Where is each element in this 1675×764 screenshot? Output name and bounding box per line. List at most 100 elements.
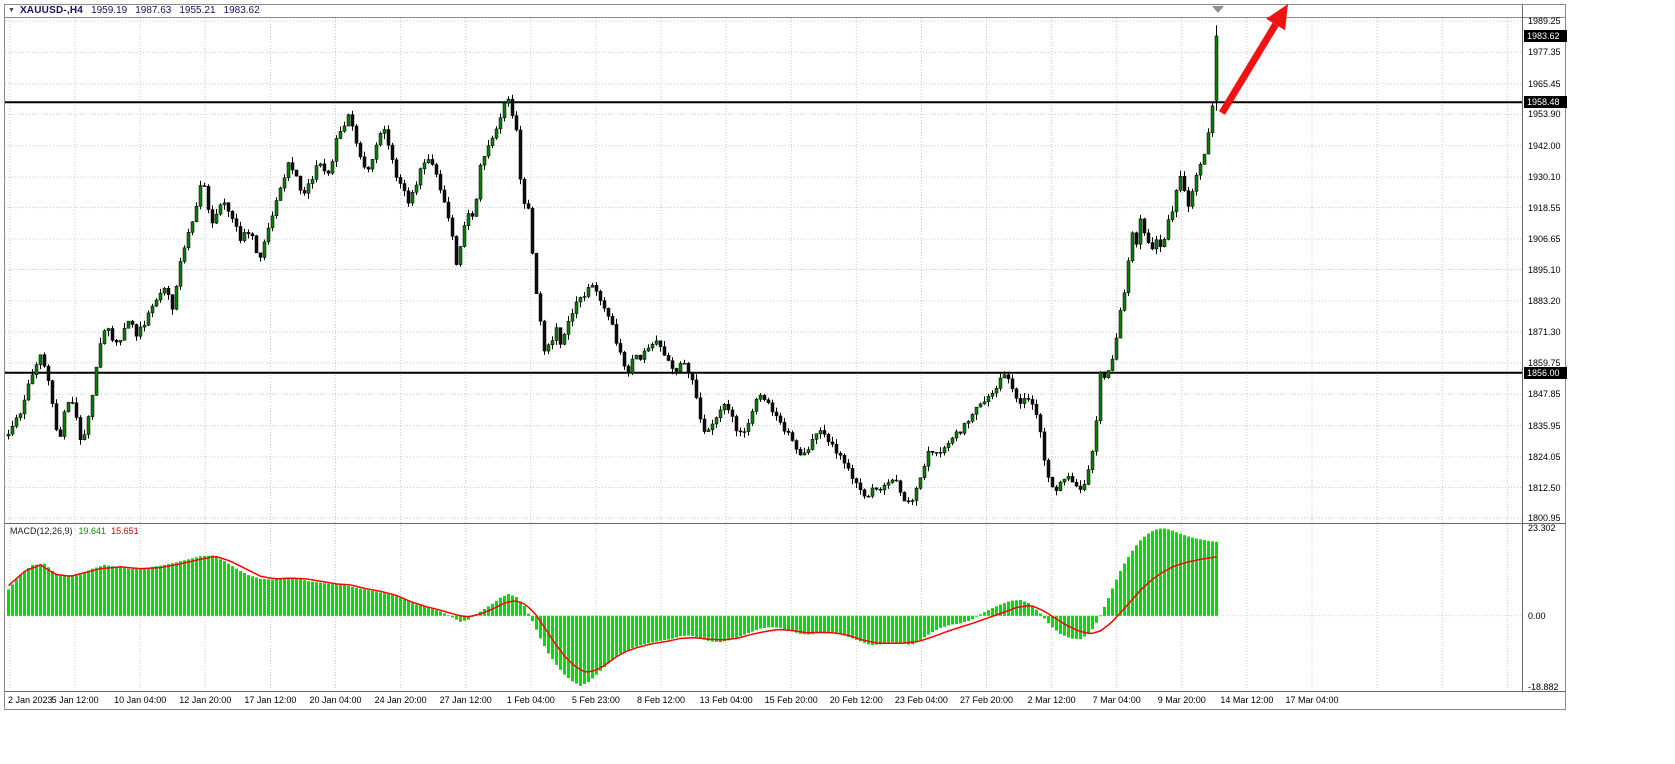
- macd-histogram-bar: [407, 601, 410, 616]
- candle-body: [306, 183, 311, 194]
- candle-body: [554, 327, 559, 341]
- macd-histogram-bar: [1079, 615, 1082, 640]
- macd-histogram-bar: [571, 615, 574, 682]
- macd-histogram-bar: [243, 573, 246, 616]
- candle-body: [974, 406, 979, 415]
- macd-histogram-bar: [791, 615, 794, 632]
- macd-histogram-bar: [875, 615, 878, 645]
- macd-histogram-bar: [67, 576, 70, 616]
- time-axis-label: 14 Mar 12:00: [1220, 695, 1274, 705]
- price-tag: 1983.62: [1524, 30, 1567, 42]
- candle-body: [1050, 476, 1055, 488]
- macd-histogram-bar: [707, 615, 710, 641]
- macd-histogram-bar: [915, 615, 918, 642]
- candle-body: [838, 453, 843, 456]
- macd-histogram-bar: [899, 615, 902, 643]
- candle-body: [1090, 451, 1095, 470]
- macd-histogram-bar: [83, 572, 86, 616]
- candle-body: [910, 500, 915, 502]
- macd-histogram-bar: [719, 615, 722, 643]
- candle-body: [590, 285, 595, 288]
- price-axis[interactable]: 1989.25 1983.62 1977.35 1965.45 1958.48 1953.…: [1522, 0, 1574, 712]
- candle-body: [470, 213, 475, 217]
- macd-histogram-bar: [339, 584, 342, 616]
- candle-body: [1142, 218, 1147, 234]
- candle-body: [474, 198, 479, 217]
- candle-body: [90, 395, 95, 417]
- macd-histogram-bar: [823, 615, 826, 633]
- candle-body: [214, 213, 219, 224]
- macd-histogram-bar: [247, 575, 250, 616]
- macd-histogram-bar: [343, 584, 346, 616]
- candle-body: [506, 98, 511, 104]
- macd-histogram-bar: [715, 615, 718, 642]
- macd-histogram-bar: [535, 615, 538, 630]
- candle-body: [914, 488, 919, 501]
- candle-body: [686, 363, 691, 374]
- candle-body: [774, 411, 779, 417]
- candle-body: [178, 261, 183, 287]
- candle-body: [846, 462, 851, 469]
- macd-histogram-bar: [775, 615, 778, 628]
- candle-body: [1106, 370, 1111, 378]
- time-axis[interactable]: 2 Jan 2023 5 Jan 12:00 10 Jan 04:00 12 Jan …: [0, 692, 1522, 712]
- macd-histogram-bar: [691, 615, 694, 636]
- candle-body: [258, 252, 263, 258]
- candle-body: [494, 128, 499, 139]
- time-axis-label: 20 Feb 12:00: [829, 695, 883, 705]
- candles-layer: [6, 25, 1219, 506]
- candle-body: [14, 417, 19, 427]
- candle-body: [918, 477, 923, 489]
- macd-histogram-bar: [631, 615, 634, 649]
- candle-body: [78, 417, 83, 441]
- candle-body: [1102, 371, 1107, 378]
- candle-body: [106, 328, 111, 331]
- macd-histogram-bar: [223, 561, 226, 616]
- candle-body: [682, 363, 687, 365]
- candle-body: [174, 286, 179, 310]
- macd-histogram-bar: [251, 576, 254, 616]
- candle-body: [422, 162, 427, 169]
- macd-histogram-bar: [1055, 615, 1058, 631]
- macd-histogram-bar: [215, 557, 218, 616]
- trend-arrow[interactable]: [1219, 22, 1279, 115]
- ohlc-open-value: 1959.19: [91, 5, 128, 16]
- macd-histogram-bar: [1087, 615, 1090, 634]
- macd-histogram-bar: [983, 612, 986, 616]
- price-tag: 1958.48: [1524, 96, 1567, 108]
- macd-histogram-bar: [203, 556, 206, 616]
- macd-histogram-bar: [467, 615, 470, 620]
- candle-body: [582, 296, 587, 298]
- candle-body: [46, 365, 51, 381]
- macd-histogram-bar: [135, 568, 138, 616]
- time-axis-label: 2 Jan 2023: [8, 695, 53, 705]
- candle-body: [466, 213, 471, 226]
- candle-body: [406, 190, 411, 204]
- macd-histogram-bar: [907, 615, 910, 645]
- candle-body: [710, 423, 715, 431]
- macd-histogram-bar: [431, 608, 434, 616]
- macd-histogram-bar: [235, 568, 238, 616]
- macd-histogram-bar: [447, 615, 450, 617]
- candle-body: [666, 355, 671, 361]
- macd-histogram-bar: [171, 563, 174, 616]
- macd-histogram-bar: [1167, 529, 1170, 616]
- macd-histogram-bar: [7, 589, 10, 616]
- candle-body: [154, 299, 159, 307]
- time-axis-label: 13 Feb 04:00: [699, 695, 753, 705]
- candle-body: [706, 429, 711, 432]
- price-axis-label: 1965.45: [1528, 79, 1561, 89]
- chart-shift-marker-icon[interactable]: [1212, 6, 1224, 13]
- one-click-trading-arrow-icon[interactable]: ▼: [8, 7, 15, 14]
- candle-body: [158, 292, 163, 301]
- macd-histogram-bar: [163, 564, 166, 616]
- time-axis-label: 7 Mar 04:00: [1092, 695, 1141, 705]
- candle-body: [1054, 486, 1059, 491]
- macd-histogram-bar: [695, 615, 698, 638]
- candle-body: [958, 431, 963, 434]
- candle-body: [274, 200, 279, 217]
- candle-body: [206, 186, 211, 210]
- macd-histogram-bar: [827, 615, 830, 632]
- candle-body: [254, 235, 259, 254]
